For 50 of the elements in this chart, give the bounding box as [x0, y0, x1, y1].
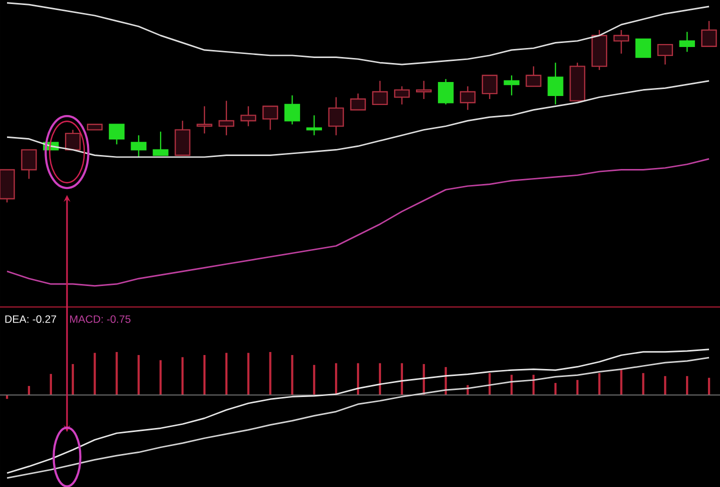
text: MACD: -0.75 — [70, 315, 130, 323]
candlestick — [613, 29, 630, 54]
bar — [708, 378, 710, 395]
bar — [642, 373, 644, 395]
candlestick — [284, 94, 300, 125]
candlestick — [218, 100, 234, 136]
candlestick — [108, 124, 125, 145]
bar — [598, 373, 600, 395]
candlestick — [701, 20, 717, 47]
candlestick — [679, 31, 695, 52]
candlestick — [21, 149, 37, 180]
bar — [225, 352, 228, 395]
candlestick — [548, 62, 564, 106]
bar — [291, 355, 294, 395]
bar — [203, 355, 206, 395]
candlestick — [240, 106, 256, 127]
bar — [116, 352, 118, 395]
candlestick — [130, 134, 146, 158]
bar — [335, 363, 338, 395]
candlestick — [350, 92, 366, 110]
candlestick — [416, 80, 432, 100]
candlestick — [460, 86, 476, 110]
bar — [181, 357, 184, 395]
bar — [138, 355, 140, 395]
candlestick — [526, 66, 542, 87]
candlestick — [196, 106, 212, 134]
bar — [50, 374, 52, 395]
candlestick — [372, 80, 388, 106]
candlestick — [657, 44, 673, 66]
bar — [620, 370, 622, 395]
bar — [576, 380, 578, 395]
candlestick — [306, 114, 322, 136]
bar — [160, 360, 162, 395]
bar — [94, 352, 96, 395]
bar — [313, 364, 316, 395]
bar — [269, 352, 272, 395]
candlestick — [482, 74, 498, 100]
candlestick — [262, 106, 278, 130]
bar — [72, 364, 74, 395]
candlestick — [65, 129, 81, 150]
candlestick — [504, 74, 520, 96]
candlestick — [635, 38, 652, 58]
candlestick — [328, 96, 344, 136]
bar — [247, 352, 250, 395]
text: DEA: -0.27 — [5, 315, 56, 323]
bar — [664, 376, 666, 395]
candlestick — [152, 131, 168, 156]
candlestick — [438, 78, 454, 106]
candlestick — [394, 86, 410, 106]
bar — [686, 376, 688, 395]
